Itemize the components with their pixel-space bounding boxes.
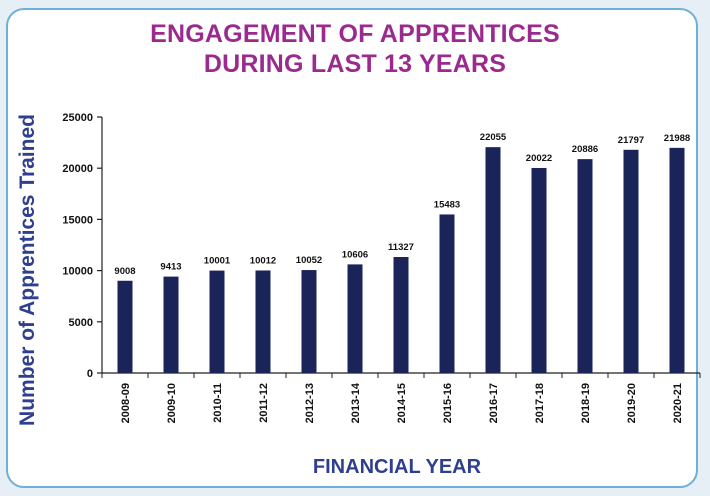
data-label: 10012 xyxy=(250,255,276,266)
bar xyxy=(439,214,455,373)
data-label: 10001 xyxy=(204,256,231,267)
data-label: 10606 xyxy=(342,249,368,260)
data-label: 9413 xyxy=(160,262,181,273)
x-tick-label: 2009-10 xyxy=(166,383,178,423)
chart-title: ENGAGEMENT OF APPRENTICES xyxy=(150,20,560,48)
bar xyxy=(301,270,317,373)
x-tick-label: 2017-18 xyxy=(534,383,546,423)
bar xyxy=(347,264,363,373)
bar xyxy=(623,149,639,373)
bar xyxy=(255,270,271,373)
x-tick-label: 2019-20 xyxy=(626,383,638,423)
x-axis-title: FINANCIAL YEAR xyxy=(313,456,482,478)
y-tick-label: 25000 xyxy=(62,112,93,124)
x-tick-label: 2020-21 xyxy=(672,383,684,423)
y-tick-label: 10000 xyxy=(62,266,93,278)
data-label: 11327 xyxy=(388,242,414,253)
bar xyxy=(393,257,409,373)
data-label: 9008 xyxy=(114,266,135,277)
data-label: 10052 xyxy=(296,255,322,266)
x-tick-label: 2008-09 xyxy=(120,383,132,423)
y-tick-label: 15000 xyxy=(62,214,93,226)
x-tick-label: 2012-13 xyxy=(304,383,316,423)
x-tick-label: 2013-14 xyxy=(350,382,362,423)
data-label: 21988 xyxy=(664,133,690,144)
x-tick-label: 2010-11 xyxy=(212,383,224,423)
bar xyxy=(485,147,501,373)
bar xyxy=(577,159,593,373)
data-label: 21797 xyxy=(618,135,644,146)
bar xyxy=(117,280,133,373)
data-label: 20886 xyxy=(572,144,598,155)
bar xyxy=(669,147,685,373)
data-label: 20022 xyxy=(526,153,552,164)
bar xyxy=(163,276,179,373)
x-tick-label: 2011-12 xyxy=(258,383,270,423)
x-tick-label: 2016-17 xyxy=(488,383,500,423)
data-label: 22055 xyxy=(480,132,507,143)
y-tick-label: 5000 xyxy=(69,317,93,329)
x-tick-label: 2014-15 xyxy=(396,383,408,423)
data-label: 15483 xyxy=(434,199,460,210)
x-tick-label: 2015-16 xyxy=(442,383,454,423)
chart-subtitle: DURING LAST 13 YEARS xyxy=(203,50,507,78)
bar xyxy=(209,270,225,373)
x-tick-label: 2018-19 xyxy=(580,383,592,423)
bar xyxy=(531,167,547,373)
y-axis-title: Number of Apprentices Trained xyxy=(16,114,39,426)
y-tick-label: 0 xyxy=(87,368,93,380)
y-tick-label: 20000 xyxy=(62,163,93,175)
